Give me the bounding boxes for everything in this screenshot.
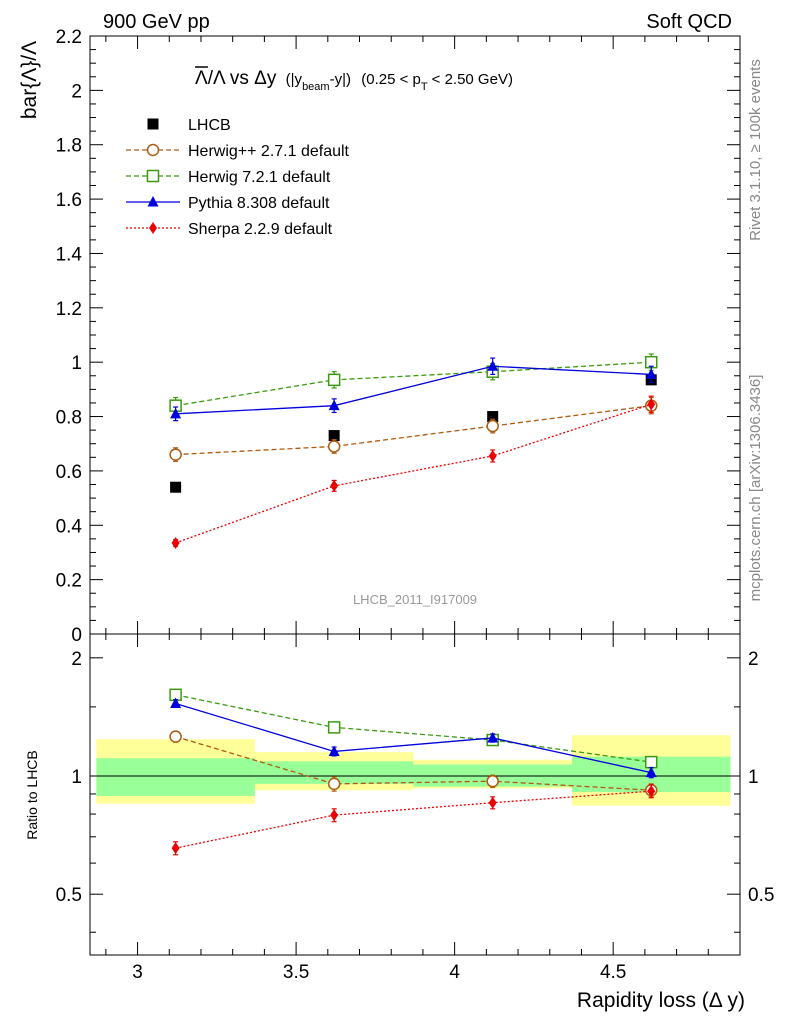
ratio-series-0-point-1 [327, 777, 341, 791]
ratio-series-1-point-3 [644, 755, 658, 769]
main-plot: 0 0.2 0.4 0.6 0.8 1 1.2 1.4 1.6 1.8 2 2.2 [56, 27, 741, 646]
series-3-point-2 [488, 449, 497, 462]
plot-title: Λ/Λ vs Δy (|ybeam-y|) (0.25 < pT < 2.50 G… [195, 66, 513, 93]
ratio-series-1-point-1 [327, 721, 341, 734]
legend-label-2: Herwig 7.2.1 default [188, 169, 331, 186]
rivet-label: Rivet 3.1.10, ≥ 100k events [747, 59, 764, 241]
lhcb-point-2 [487, 411, 499, 423]
lhcb-point-1 [328, 430, 340, 442]
ratio-series-line-0 [175, 735, 652, 791]
ratio-series-2-point-1 [328, 745, 340, 756]
mcplots-label: mcplots.cern.ch [arXiv:1306.3436] [747, 375, 764, 602]
ratio-y-tick-label-right-2: 2 [748, 649, 759, 670]
ratio-series-2-point-0 [170, 697, 182, 709]
series-3-point-0 [171, 536, 180, 549]
band-green-0 [96, 758, 255, 796]
analysis-watermark: LHCB_2011_I917009 [353, 592, 477, 607]
y-tick-label-7: 1.4 [56, 244, 83, 265]
title-beam: beam [302, 81, 330, 93]
x-tick-label-0: 3 [132, 962, 143, 983]
ratio-series-3-point-2 [488, 796, 497, 809]
header-left: 900 GeV pp [103, 11, 210, 33]
legend-label-3: Pythia 8.308 default [188, 195, 330, 212]
ratio-series-3-point-3 [647, 785, 656, 798]
series-line-3 [175, 403, 652, 544]
title-open: (|y [286, 71, 303, 88]
ratio-y-tick-label-right-0: 0.5 [748, 885, 774, 906]
ratio-series-0-point-2 [486, 774, 499, 788]
series-line-2 [175, 365, 652, 415]
series-2-point-0 [170, 407, 182, 419]
series-0-point-1 [327, 440, 341, 453]
y-tick-label-8: 1.6 [56, 190, 82, 211]
legend-marker-4 [149, 222, 157, 234]
series-1-point-1 [327, 373, 341, 387]
ratio-plot: 0.5 0.5 1 1 2 2 3 3.5 4 4.5 [56, 633, 774, 983]
series-2-point-1 [328, 399, 340, 411]
legend-marker-3 [147, 196, 159, 207]
ratio-series-line-1 [175, 694, 652, 763]
series-2-point-2 [487, 360, 499, 371]
ratio-y-tick-label-right-1: 1 [748, 767, 759, 788]
ratio-frame [89, 633, 741, 956]
ratio-y-axis-label: Ratio to LHCB [24, 750, 40, 839]
series-3-point-3 [647, 398, 656, 411]
title-range: (0.25 < p [361, 71, 421, 88]
y-tick-label-9: 1.8 [56, 136, 82, 157]
header-right: Soft QCD [646, 11, 732, 33]
legend-label-1: Herwig++ 2.7.1 default [188, 143, 350, 160]
series-0-point-0 [169, 448, 182, 461]
series-line-1 [175, 361, 652, 407]
y-tick-label-4: 0.8 [56, 408, 82, 429]
ratio-series-line-3 [175, 790, 652, 849]
legend-marker-0 [147, 118, 159, 130]
y-tick-label-2: 0.4 [56, 516, 83, 537]
x-tick-label-1: 3.5 [283, 962, 309, 983]
legend-marker-1 [146, 143, 160, 157]
series-0-point-2 [486, 419, 499, 433]
ratio-series-3-point-1 [330, 809, 339, 822]
series-line-0 [175, 405, 652, 456]
legend: LHCB Herwig++ 2.7.1 default Herwig 7.2.1 d… [126, 117, 350, 238]
ratio-series-3-point-0 [171, 842, 180, 855]
y-tick-label-0: 0 [71, 625, 82, 646]
legend-label-4: Sherpa 2.2.9 default [188, 221, 333, 238]
title-range-end: < 2.50 GeV) [432, 71, 513, 88]
x-tick-label-3: 4.5 [600, 962, 626, 983]
y-tick-label-5: 1 [71, 353, 82, 374]
ratio-y-tick-label-0: 0.5 [56, 885, 82, 906]
ratio-series-2-point-2 [487, 731, 499, 743]
title-lambda-bar: Λ [195, 68, 208, 89]
series-3-point-1 [330, 479, 339, 492]
y-tick-label-1: 0.2 [56, 571, 82, 592]
ratio-series-line-2 [175, 702, 652, 774]
y-tick-label-6: 1.2 [56, 299, 82, 320]
band-green-1 [254, 761, 414, 784]
ratio-y-tick-label-2: 2 [71, 649, 82, 670]
title-close: -y|) [330, 71, 351, 88]
title-main: /Λ vs Δy [208, 68, 277, 89]
title-pt-sub: T [421, 81, 428, 93]
y-tick-label-10: 2 [71, 81, 82, 102]
lhcb-point-0 [170, 481, 182, 493]
ratio-series-2-point-3 [645, 766, 657, 778]
legend-label-0: LHCB [188, 117, 231, 134]
x-axis-label: Rapidity loss (Δ y) [577, 989, 745, 1012]
y-axis-label: bar{Λ}/Λ [18, 41, 41, 119]
legend-marker-2 [146, 169, 160, 183]
ratio-y-tick-label-1: 1 [71, 767, 82, 788]
ratio-series-0-point-0 [169, 730, 182, 743]
svg-text:Λ/Λ vs Δy (|ybeam-y|): Λ/Λ vs Δy (|ybeam-y|) (0.25 < pT < 2.50 G… [195, 68, 513, 93]
y-tick-label-11: 2.2 [56, 27, 82, 48]
series-2-point-3 [645, 368, 657, 379]
y-tick-label-3: 0.6 [56, 462, 82, 483]
x-tick-label-2: 4 [449, 962, 460, 983]
